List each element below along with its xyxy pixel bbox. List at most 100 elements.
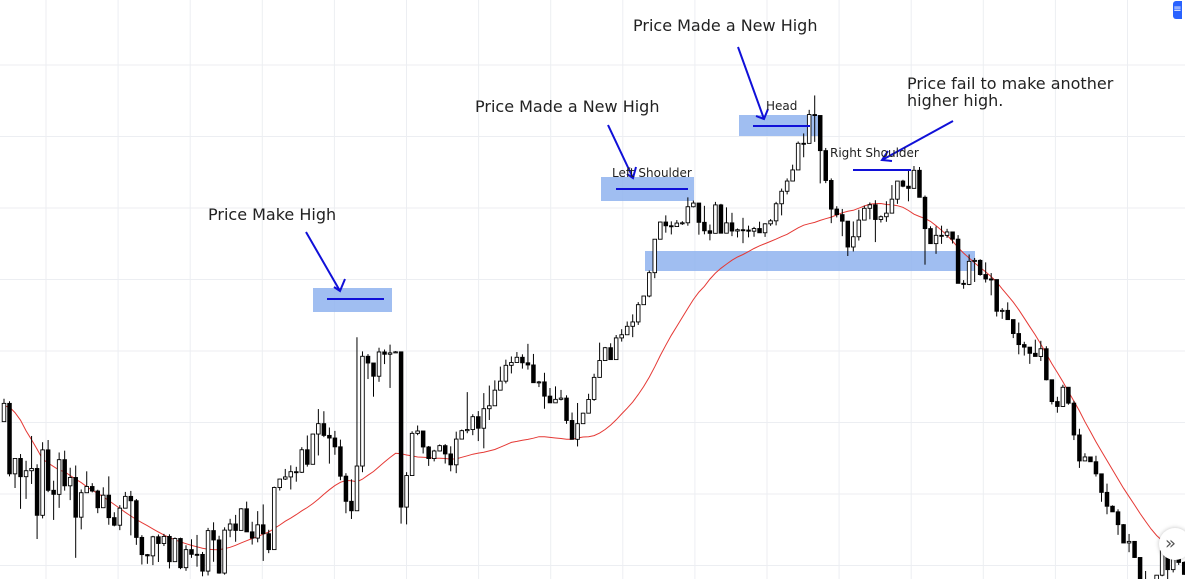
candle [773, 201, 779, 226]
candle-body-up [437, 445, 442, 452]
candle-body-down [1005, 309, 1010, 321]
candle [354, 337, 360, 512]
candle-body-down [823, 150, 828, 181]
candle [404, 472, 409, 525]
candle-body-up [172, 538, 178, 563]
candle-body-up [1126, 540, 1132, 544]
candle [536, 380, 542, 388]
candle [619, 329, 624, 342]
candle-body-up [895, 180, 900, 200]
candle [172, 537, 178, 563]
candle-body-up [387, 352, 393, 355]
candle [966, 254, 972, 286]
candle [18, 454, 23, 509]
candle [271, 486, 277, 551]
candle [1022, 341, 1027, 356]
candle-body-down [696, 202, 702, 223]
candle-body-down [1071, 402, 1077, 436]
candle [939, 225, 944, 244]
candle-body-down [398, 351, 404, 508]
candle-body-up [586, 399, 591, 414]
candle-body-up [67, 477, 73, 487]
candle-body-down [51, 489, 56, 495]
candle [547, 388, 553, 404]
candle-body-up [624, 325, 630, 336]
candle [376, 347, 382, 382]
candle [1033, 339, 1038, 357]
candle [1126, 533, 1132, 553]
candle [62, 450, 67, 491]
candle-body-up [795, 142, 801, 171]
candle [200, 551, 205, 577]
candle [840, 208, 845, 237]
candle-body-up [12, 458, 18, 475]
candle [150, 535, 156, 566]
candle-body-up [288, 471, 294, 478]
candle [663, 215, 669, 233]
candle-body-up [674, 222, 680, 227]
candle [972, 257, 977, 282]
candle [520, 354, 525, 369]
candle [509, 356, 514, 374]
candle-body-down [1027, 346, 1033, 354]
candle [437, 444, 442, 452]
candle-body-up [558, 397, 564, 400]
candle-body-up [768, 220, 773, 225]
candle [7, 401, 12, 477]
right-shoulder-arrow-icon [880, 120, 954, 162]
candle-body-down [139, 536, 145, 556]
candle [658, 221, 663, 240]
candle [299, 447, 305, 473]
candle-body-down [950, 231, 955, 240]
candle-body-up [255, 524, 260, 539]
candle [768, 219, 773, 226]
candle [123, 491, 128, 509]
candle-body-down [7, 402, 12, 475]
candle [45, 440, 51, 493]
candle [757, 221, 762, 234]
scroll-to-latest-button[interactable]: » [1159, 528, 1185, 560]
chart-menu-button[interactable]: ≡ [1173, 1, 1182, 19]
candle-body-up [492, 389, 498, 407]
candle-body-down [365, 355, 371, 364]
candle-body-up [553, 398, 558, 404]
candle [718, 203, 724, 234]
candle-body-down [983, 274, 988, 280]
candle [713, 201, 718, 234]
price-new-high-label-1: Price Made a New High [475, 97, 660, 116]
candle-body-down [1115, 511, 1121, 526]
candle [851, 221, 856, 252]
candle [784, 178, 790, 195]
candle-body-down [476, 416, 481, 429]
candle [112, 512, 117, 527]
candle [1055, 396, 1060, 413]
candle [950, 231, 955, 244]
candle-body-up [691, 202, 696, 208]
candle [895, 180, 900, 204]
candle [669, 221, 674, 235]
candle [829, 178, 834, 224]
candle [216, 535, 222, 574]
candle [961, 280, 966, 289]
candle [1049, 379, 1055, 405]
candle [459, 429, 464, 440]
candle-body-up [271, 487, 277, 551]
candle-body-down [260, 524, 266, 535]
candle-body-up [299, 449, 305, 473]
candle [933, 226, 939, 254]
candle-body-up [851, 236, 856, 248]
candle [795, 141, 801, 171]
neckline-zone [645, 251, 975, 271]
candle-body-down [531, 364, 536, 384]
candle [332, 430, 338, 455]
candle-body-down [426, 446, 431, 459]
candle [222, 527, 227, 575]
candle-body-down [1099, 473, 1104, 493]
candle-body-up [713, 204, 718, 234]
price-make-high-label: Price Make High [208, 205, 337, 224]
candle [1016, 322, 1022, 355]
candle [647, 270, 652, 298]
candle [1044, 346, 1049, 381]
